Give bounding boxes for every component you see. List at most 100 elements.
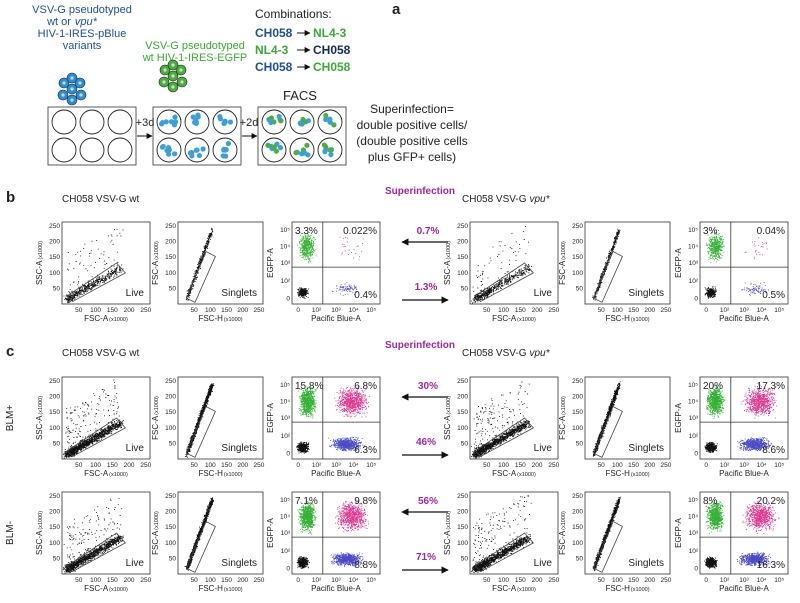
tick-label: 50 <box>483 462 491 469</box>
tick-label: 0 <box>296 307 300 314</box>
tick-label: 10² <box>689 433 699 440</box>
tick-label: 200 <box>644 462 655 469</box>
tick-label: 50 <box>598 577 606 584</box>
group-title: CH058 VSV-G vpu* <box>462 348 551 359</box>
tick-label: 50 <box>191 577 199 584</box>
cell <box>265 142 271 148</box>
tick-label: 50 <box>461 440 469 447</box>
tick-label: 10⁴ <box>757 577 767 584</box>
cell <box>220 153 226 159</box>
axis-label: SSC-A(x1000) <box>443 396 452 440</box>
plot-frame <box>291 221 381 305</box>
gate-label: Singlets <box>221 288 257 299</box>
axis-name: FSC-A <box>558 530 567 555</box>
gate <box>66 417 126 458</box>
tick-label: 0 <box>694 565 698 572</box>
tick-label: 250 <box>49 223 60 230</box>
tick-label: 10⁵ <box>688 382 698 389</box>
tick-label: 100 <box>49 540 60 547</box>
axis-label: EGFP-A <box>266 402 275 432</box>
tick-label: 150 <box>572 254 583 261</box>
tick-label: 250 <box>661 307 672 314</box>
gate <box>592 250 623 303</box>
virus-core <box>171 63 175 67</box>
quadrant-value: 20.2% <box>757 496 785 507</box>
tick-label: 10⁴ <box>757 462 767 469</box>
axis-label: FSC-A(x1000) <box>558 241 567 285</box>
cell <box>159 121 165 127</box>
tick-label: 200 <box>572 239 583 246</box>
tick-label: 100 <box>205 307 216 314</box>
axis-name: SSC-A <box>443 415 452 440</box>
tick-label: 10⁵ <box>688 227 698 234</box>
virus-core <box>62 81 66 85</box>
facs: FACS <box>283 88 317 103</box>
tick-label: 150 <box>49 254 60 261</box>
tick-label: 10⁵ <box>280 227 290 234</box>
cell <box>163 119 169 125</box>
formula-line: plus GFP+ cells) <box>368 150 456 164</box>
event-dots <box>296 287 309 300</box>
event-dots <box>471 495 533 573</box>
cell <box>293 150 299 156</box>
axis-label: FSC-H(x1000) <box>605 469 649 478</box>
tick-label: 10² <box>281 548 291 555</box>
axis-unit: (x1000) <box>446 396 452 415</box>
cell <box>193 147 200 153</box>
plot-frame <box>177 491 264 575</box>
tick-label: 100 <box>612 577 623 584</box>
tick-label: 150 <box>221 307 232 314</box>
group-title: CH058 VSV-G vpu* <box>462 194 551 205</box>
quadrant-value: 8.6% <box>762 445 785 456</box>
cell <box>166 151 172 157</box>
tick-label: 200 <box>532 462 543 469</box>
tick-label: 50 <box>75 307 83 314</box>
axis-label: FSC-H(x1000) <box>198 469 242 478</box>
tick-label: 150 <box>49 409 60 416</box>
plot-frame <box>584 376 671 460</box>
axis-label: SSC-A(x1000) <box>35 241 44 285</box>
axis-label: FSC-H(x1000) <box>198 584 242 593</box>
tick-label: 200 <box>572 394 583 401</box>
gate-label: Singlets <box>628 558 664 569</box>
virus-core <box>179 68 183 72</box>
tick-label: 150 <box>49 524 60 531</box>
axis-name: FSC-A <box>492 584 517 593</box>
tick-label: 10⁵ <box>280 382 290 389</box>
cell <box>328 151 334 158</box>
plot-frame <box>177 376 264 460</box>
axis-unit: (x1000) <box>446 241 452 260</box>
tick-label: 200 <box>457 394 468 401</box>
tick-label: 250 <box>572 223 583 230</box>
tick-label: 100 <box>572 540 583 547</box>
tick-label: 100 <box>90 577 101 584</box>
quadrant-value: 7.1% <box>295 496 318 507</box>
plot-frame <box>61 221 151 305</box>
virus-core <box>163 68 167 72</box>
axis-label: Pacific Blue-A <box>311 584 361 593</box>
virus-core <box>180 80 184 84</box>
tick-label: 200 <box>457 239 468 246</box>
virus-core <box>171 85 175 89</box>
axis-label: SSC-A(x1000) <box>35 511 44 555</box>
well <box>51 137 77 163</box>
axis-label: EGFP-A <box>266 517 275 547</box>
plot-frame <box>291 491 381 575</box>
axis-name: FSC-A <box>84 314 109 323</box>
axis-name: FSC-H <box>198 584 223 593</box>
event-dots <box>471 381 531 459</box>
axis-label: FSC-A(x1000) <box>492 314 536 323</box>
gate <box>474 262 534 303</box>
virus-text: wt HIV-1-IRES-EGFP <box>142 52 248 64</box>
tick-label: 200 <box>124 307 135 314</box>
strain: CH058 <box>255 26 293 40</box>
well <box>107 109 133 135</box>
tick-label: 0 <box>286 295 290 302</box>
axis-label: FSC-A(x1000) <box>151 241 160 285</box>
axis-label: FSC-H(x1000) <box>198 314 242 323</box>
tick-label: 100 <box>205 462 216 469</box>
group-title: CH058 VSV-G wt <box>62 194 139 205</box>
tick-label: 10³ <box>281 415 291 422</box>
tick-label: 10³ <box>739 462 749 469</box>
tick-label: 200 <box>237 462 248 469</box>
